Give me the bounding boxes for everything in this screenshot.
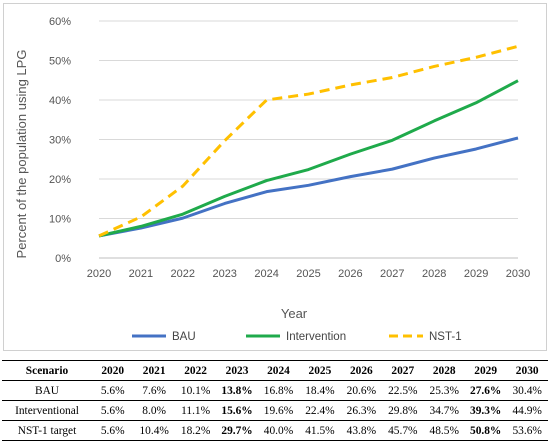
table-cell: 44.9% — [506, 400, 548, 421]
header-year: 2029 — [464, 360, 507, 381]
table-cell: 10.4% — [133, 420, 175, 441]
table-cell: 27.6% — [464, 380, 507, 401]
x-tick-label: 2021 — [129, 268, 153, 280]
x-axis-ticks: 2020 2021 2022 2023 2024 2025 2026 2027 2028 2029… — [87, 268, 530, 280]
row-scenario-name: NST-1 target — [2, 420, 93, 441]
series-line-nst-1 — [98, 44, 519, 238]
legend-label: BAU — [172, 331, 196, 343]
x-tick-label: 2026 — [338, 268, 362, 280]
header-year: 2028 — [423, 360, 465, 381]
row-scenario-name: BAU — [2, 380, 93, 401]
header-year: 2023 — [216, 360, 258, 381]
table-cell: 20.6% — [340, 380, 383, 401]
series-lines — [98, 44, 519, 238]
table-cell: 22.5% — [382, 380, 424, 401]
table-cell: 5.6% — [92, 400, 134, 421]
table-row: Interventional 5.6% 8.0% 11.1% 15.6% 19.6% 22.… — [2, 400, 548, 421]
header-year: 2025 — [299, 360, 341, 381]
row-scenario-name: Interventional — [2, 400, 93, 421]
y-tick-label: 50% — [49, 56, 71, 68]
table-cell: 29.7% — [216, 420, 258, 441]
y-tick-label: 20% — [49, 174, 71, 186]
header-year: 2020 — [92, 360, 134, 381]
table-cell: 40.0% — [257, 420, 300, 441]
legend: BAU Intervention NST-1 — [132, 331, 462, 343]
scenario-table: Scenario 2020 2021 2022 2023 2024 2025 2026 2027… — [2, 360, 548, 441]
header-year: 2026 — [340, 360, 383, 381]
table-header-row: Scenario 2020 2021 2022 2023 2024 2025 2026 2027… — [2, 360, 548, 381]
x-tick-label: 2027 — [380, 268, 404, 280]
x-tick-label: 2030 — [506, 268, 530, 280]
table-cell: 15.6% — [216, 400, 258, 421]
x-tick-label: 2022 — [171, 268, 195, 280]
series-line-bau — [98, 136, 519, 238]
table-cell: 50.8% — [464, 420, 507, 441]
legend-label: Intervention — [286, 331, 346, 343]
table-cell: 11.1% — [174, 400, 217, 421]
header-year: 2027 — [382, 360, 424, 381]
y-tick-label: 10% — [49, 214, 71, 226]
table-cell: 8.0% — [133, 400, 175, 421]
x-tick-label: 2029 — [464, 268, 488, 280]
table-cell: 18.4% — [299, 380, 341, 401]
table-cell: 10.1% — [174, 380, 217, 401]
table-cell: 53.6% — [506, 420, 548, 441]
table-cell: 29.8% — [382, 400, 424, 421]
chart-panel: 0% 10% 20% 30% 40% 50% 60% 2020 2021 2022 2023 202… — [3, 3, 547, 351]
table-row: NST-1 target 5.6% 10.4% 18.2% 29.7% 40.0% 41.5… — [2, 420, 548, 441]
y-tick-label: 0% — [55, 253, 71, 265]
table-cell: 30.4% — [506, 380, 548, 401]
table-cell: 19.6% — [257, 400, 300, 421]
table-cell: 43.8% — [340, 420, 383, 441]
series-line-intervention — [98, 79, 519, 238]
header-scenario: Scenario — [2, 360, 93, 381]
x-tick-label: 2023 — [212, 268, 236, 280]
y-tick-label: 60% — [49, 16, 71, 28]
y-tick-label: 40% — [49, 95, 71, 107]
x-axis-title: Year — [281, 306, 308, 321]
header-year: 2030 — [506, 360, 548, 381]
x-tick-label: 2025 — [296, 268, 320, 280]
header-year: 2024 — [257, 360, 300, 381]
y-tick-label: 30% — [49, 135, 71, 147]
table-cell: 26.3% — [340, 400, 383, 421]
table-cell: 16.8% — [257, 380, 300, 401]
y-axis-title: Percent of the population using LPG — [14, 50, 29, 259]
header-year: 2022 — [174, 360, 217, 381]
line-chart: 0%10%20%30%40%50%60% 2020 2021 2022 2023 202… — [14, 16, 530, 343]
table-cell: 13.8% — [216, 380, 258, 401]
table-cell: 7.6% — [133, 380, 175, 401]
table-cell: 45.7% — [382, 420, 424, 441]
table-cell: 22.4% — [299, 400, 341, 421]
table-cell: 34.7% — [423, 400, 465, 421]
x-tick-label: 2028 — [422, 268, 446, 280]
y-axis-ticks: 0% 10% 20% 30% 40% 50% 60% — [49, 16, 71, 265]
table-cell: 48.5% — [423, 420, 465, 441]
legend-label: NST-1 — [429, 331, 462, 343]
x-tick-label: 2024 — [254, 268, 278, 280]
table-cell: 41.5% — [299, 420, 341, 441]
table-row: BAU 5.6% 7.6% 10.1% 13.8% 16.8% 18.4% 20.6% 22.5… — [2, 380, 548, 401]
x-tick-label: 2020 — [87, 268, 111, 280]
table-cell: 5.6% — [92, 420, 134, 441]
table-cell: 25.3% — [423, 380, 465, 401]
table-cell: 5.6% — [92, 380, 134, 401]
table-cell: 18.2% — [174, 420, 217, 441]
table-cell: 39.3% — [464, 400, 507, 421]
header-year: 2021 — [133, 360, 175, 381]
